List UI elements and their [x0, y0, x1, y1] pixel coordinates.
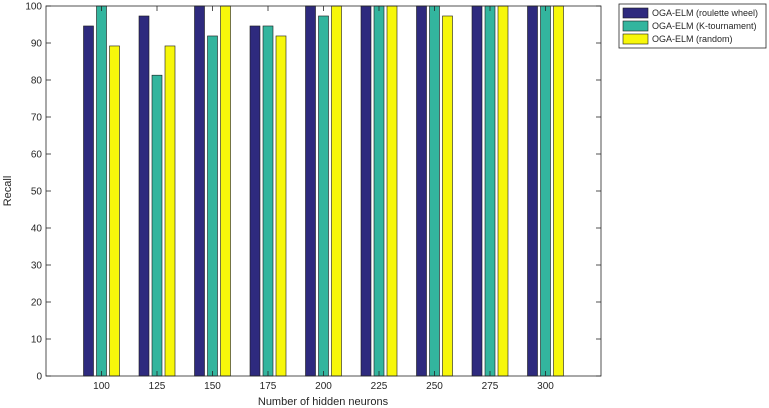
bar-2-150 — [207, 35, 218, 377]
bar-3-300 — [553, 5, 564, 377]
x-tick-label: 250 — [426, 381, 443, 392]
legend-swatch-2 — [622, 20, 649, 32]
legend-label-2: OGA-ELM (K-tournament) — [652, 21, 757, 31]
bar-1-175 — [249, 25, 261, 377]
bar-3-100 — [109, 45, 120, 377]
bar-3-200 — [331, 5, 342, 377]
bar-3-275 — [497, 5, 509, 377]
y-tick-label: 30 — [31, 261, 43, 272]
bar-3-250 — [442, 15, 453, 377]
bar-3-150 — [220, 5, 231, 377]
x-tick-label: 300 — [537, 381, 554, 392]
y-ticks-group: 0 10 20 30 40 50 60 70 80 90 100 — [25, 2, 601, 383]
bar-2-100 — [96, 5, 107, 377]
bar-2-175 — [262, 25, 274, 377]
bar-1-300 — [527, 5, 538, 377]
legend: OGA-ELM (roulette wheel) OGA-ELM (K-tourn… — [618, 3, 767, 49]
bar-2-125 — [151, 74, 163, 377]
bar-2-275 — [484, 5, 496, 377]
x-tick-label: 125 — [149, 381, 166, 392]
bar-2-225 — [373, 5, 385, 377]
bar-2-300 — [540, 5, 551, 377]
x-tick-label: 275 — [482, 381, 499, 392]
y-tick-label: 10 — [31, 335, 43, 346]
legend-label-1: OGA-ELM (roulette wheel) — [652, 8, 758, 18]
x-tick-label: 100 — [93, 381, 110, 392]
legend-label-3: OGA-ELM (random) — [652, 34, 733, 44]
bar-1-150 — [194, 5, 205, 377]
legend-swatch-1 — [622, 7, 649, 19]
bar-3-225 — [386, 5, 398, 377]
bar-1-225 — [360, 5, 372, 377]
bar-1-275 — [471, 5, 483, 377]
x-tick-label: 175 — [260, 381, 277, 392]
y-tick-label: 60 — [31, 150, 43, 161]
x-axis-label: Number of hidden neurons — [258, 396, 389, 408]
bar-1-250 — [416, 5, 427, 377]
x-tick-label: 200 — [315, 381, 332, 392]
x-tick-label: 150 — [204, 381, 221, 392]
x-tick-label: 225 — [371, 381, 388, 392]
y-tick-label: 70 — [31, 113, 43, 124]
y-axis-label: Recall — [2, 176, 14, 207]
y-tick-label: 20 — [31, 298, 43, 309]
bar-2-200 — [318, 15, 329, 377]
bar-3-175 — [275, 35, 287, 377]
x-ticks-group: 100 125 150 175 200 225 250 275 300 — [93, 6, 554, 392]
y-tick-label: 0 — [36, 372, 42, 383]
bar-1-125 — [138, 15, 150, 377]
bar-3-125 — [164, 45, 176, 377]
y-tick-label: 90 — [31, 39, 43, 50]
bar-1-100 — [83, 25, 94, 377]
y-tick-label: 100 — [25, 2, 42, 13]
y-tick-label: 50 — [31, 187, 43, 198]
bar-2-250 — [429, 5, 440, 377]
y-tick-label: 80 — [31, 76, 43, 87]
y-tick-label: 40 — [31, 224, 43, 235]
bar-1-200 — [305, 5, 316, 377]
legend-swatch-3 — [622, 33, 649, 45]
